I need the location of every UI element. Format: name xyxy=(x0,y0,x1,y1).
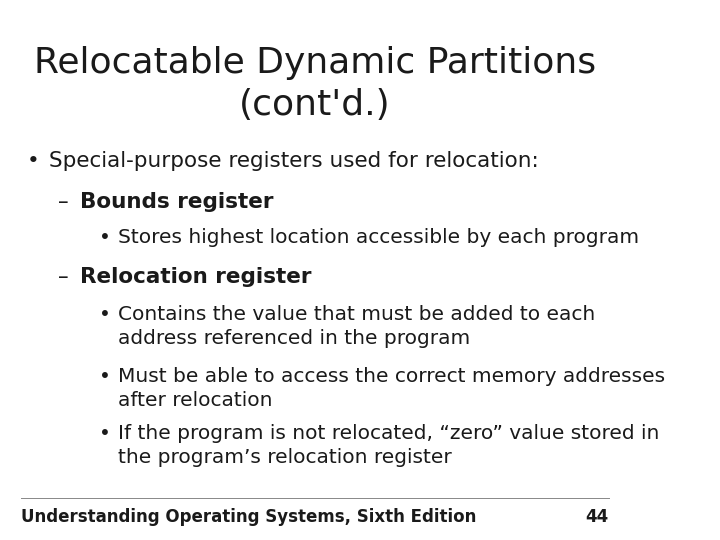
Text: If the program is not relocated, “zero” value stored in
the program’s relocation: If the program is not relocated, “zero” … xyxy=(118,424,660,467)
Text: Relocation register: Relocation register xyxy=(80,267,312,287)
Text: Understanding Operating Systems, Sixth Edition: Understanding Operating Systems, Sixth E… xyxy=(21,508,476,525)
Text: 44: 44 xyxy=(585,508,609,525)
Text: •: • xyxy=(27,151,40,171)
Text: •: • xyxy=(99,305,111,324)
Text: –: – xyxy=(58,267,69,287)
Text: •: • xyxy=(99,367,111,386)
Text: Relocatable Dynamic Partitions
(cont'd.): Relocatable Dynamic Partitions (cont'd.) xyxy=(34,46,596,122)
Text: Contains the value that must be added to each
address referenced in the program: Contains the value that must be added to… xyxy=(118,305,595,348)
Text: Bounds register: Bounds register xyxy=(80,192,274,212)
Text: Special-purpose registers used for relocation:: Special-purpose registers used for reloc… xyxy=(49,151,539,171)
Text: •: • xyxy=(99,424,111,443)
Text: Must be able to access the correct memory addresses
after relocation: Must be able to access the correct memor… xyxy=(118,367,665,410)
Text: –: – xyxy=(58,192,69,212)
Text: Stores highest location accessible by each program: Stores highest location accessible by ea… xyxy=(118,228,639,247)
Text: •: • xyxy=(99,228,111,247)
